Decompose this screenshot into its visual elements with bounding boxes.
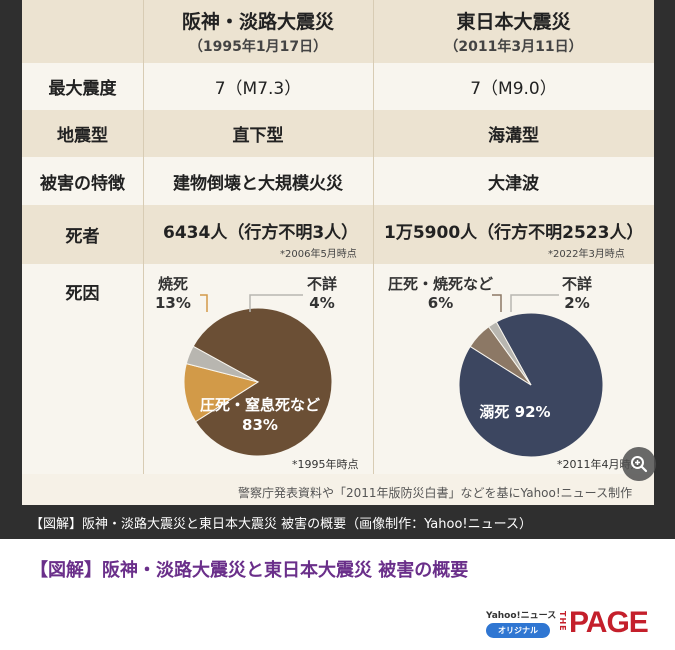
pie2-unknown-label: 不詳 2%	[562, 275, 592, 313]
pie2-slice-unknown	[487, 321, 532, 386]
header-date-hanshin: （1995年1月17日）	[188, 39, 328, 55]
zoom-button[interactable]	[622, 447, 656, 481]
pie2-crush-label: 圧死・焼死など 6%	[388, 275, 493, 313]
label-deaths: 死者	[65, 227, 100, 247]
header-hanshin: 阪神・淡路大震災 （1995年1月17日）	[143, 0, 373, 63]
label-feature: 被害の特徴	[40, 173, 125, 194]
note-deaths-hanshin: *2006年5月時点	[280, 249, 357, 260]
header-title-tohoku: 東日本大震災	[456, 11, 571, 33]
value-feature-hanshin: 建物倒壊と大規模火災	[173, 173, 343, 194]
label-cause: 死因	[65, 283, 100, 304]
value-deaths-hanshin: 6434人（行方不明3人）	[163, 223, 359, 243]
pie1-unknown-pct: 4%	[309, 294, 335, 312]
pie1-fire-label: 焼死 13%	[155, 275, 191, 313]
label-type: 地震型	[57, 126, 108, 146]
leader-crush	[492, 294, 502, 312]
divider-2	[373, 0, 374, 474]
article-title[interactable]: 【図解】阪神・淡路大震災と東日本大震災 被害の概要	[30, 560, 469, 581]
leader-fire	[200, 294, 208, 312]
leader-unknown-2	[510, 294, 559, 312]
yahoo-news-logo-text: Yahoo!ニュース	[486, 611, 557, 621]
pie2-main-pct: 92%	[514, 403, 551, 421]
pie2-crush-pct: 6%	[427, 294, 454, 312]
image-caption: 【図解】阪神・淡路大震災と東日本大震災 被害の概要（画像制作：Yahoo!ニュー…	[30, 516, 532, 532]
note-deaths-tohoku: *2022年3月時点	[548, 249, 625, 260]
pie1-main-pct: 83%	[242, 416, 278, 434]
row-type: 地震型 直下型 海溝型	[22, 110, 654, 157]
pie-charts	[183, 294, 604, 458]
divider-1	[143, 0, 144, 474]
pie2-unknown-name: 不詳	[562, 275, 593, 293]
logo-page-text: PAGE	[569, 606, 649, 639]
value-deaths-tohoku: 1万5900人（行方不明2523人）	[384, 223, 644, 243]
zoom-in-icon	[631, 456, 648, 473]
header-tohoku: 東日本大震災 （2011年3月11日）	[373, 0, 654, 63]
row-feature: 被害の特徴 建物倒壊と大規模火災 大津波	[22, 157, 654, 205]
pie1-time-note: *1995年時点	[292, 458, 359, 471]
pie1-main-label: 圧死・窒息死など 83%	[190, 395, 330, 435]
pie-chart-tohoku	[458, 312, 604, 458]
value-intensity-hanshin: 7（M7.3）	[214, 79, 302, 99]
pie-chart-hanshin	[183, 307, 333, 457]
pie1-slice-crush	[192, 307, 333, 457]
row-deaths: 死者 6434人（行方不明3人） *2006年5月時点 1万5900人（行方不明…	[22, 205, 654, 264]
pie1-main-name: 圧死・窒息死など	[199, 396, 320, 414]
logo-the-text: THE	[558, 611, 567, 632]
pie2-crush-name: 圧死・焼死など	[388, 275, 494, 293]
pie1-slice-unknown	[185, 345, 259, 383]
pie1-fire-pct: 13%	[155, 294, 191, 312]
pie1-slice-fire	[183, 362, 260, 423]
leader-unknown-1	[249, 294, 303, 312]
header-title-hanshin: 阪神・淡路大震災	[181, 11, 334, 33]
pie1-unknown-name: 不詳	[307, 275, 338, 293]
pie2-main-name: 溺死	[479, 403, 510, 421]
header-date-tohoku: （2011年3月11日）	[444, 39, 583, 55]
pie2-time-note: *2011年4月時点	[557, 458, 642, 471]
the-page-logo[interactable]: Yahoo!ニュース オリジナル THE PAGE	[486, 605, 661, 645]
label-intensity: 最大震度	[48, 79, 117, 99]
value-feature-tohoku: 大津波	[488, 173, 539, 194]
pie2-unknown-pct: 2%	[564, 294, 590, 312]
value-type-tohoku: 海溝型	[488, 126, 539, 146]
pie1-fire-name: 焼死	[157, 275, 188, 293]
source-note: 警察庁発表資料や「2011年版防災白書」などを基にYahoo!ニュース制作	[238, 486, 633, 500]
pie2-main-label: 溺死 92%	[460, 402, 570, 422]
value-type-hanshin: 直下型	[232, 126, 284, 146]
header-row: 阪神・淡路大震災 （1995年1月17日） 東日本大震災 （2011年3月11日…	[22, 0, 654, 63]
pie1-unknown-label: 不詳 4%	[307, 275, 337, 313]
row-intensity: 最大震度 7（M7.3） 7（M9.0）	[22, 63, 654, 110]
infographic[interactable]: 阪神・淡路大震災 （1995年1月17日） 東日本大震災 （2011年3月11日…	[22, 0, 654, 505]
original-badge: オリジナル	[486, 623, 550, 638]
value-intensity-tohoku: 7（M9.0）	[470, 79, 557, 99]
